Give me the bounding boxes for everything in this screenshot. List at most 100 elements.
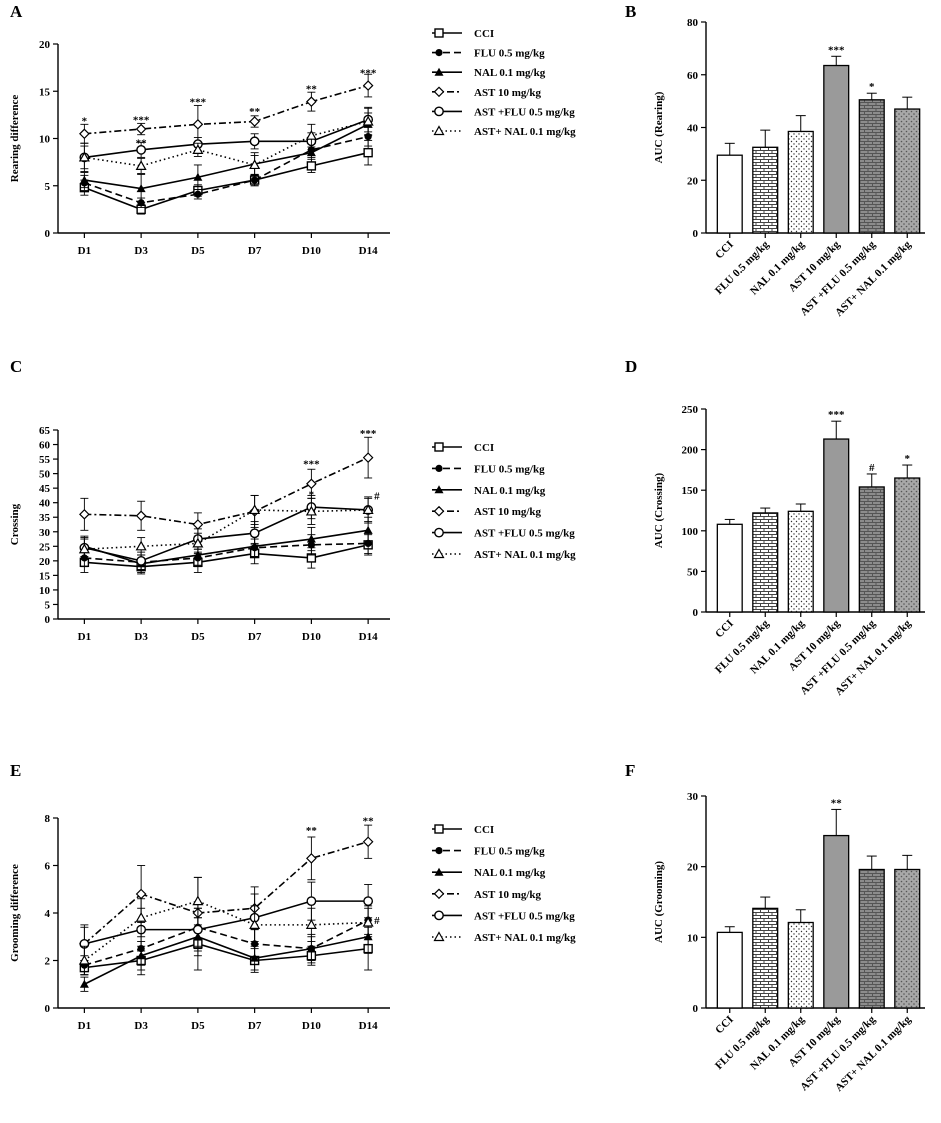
data-point [306,944,316,953]
significance-mark: * [869,81,875,93]
panel-label: C [10,357,22,376]
legend-marker-shape [434,824,444,834]
legend-label: NAL 0.1 mg/kg [474,867,546,879]
data-point-shape [305,505,317,516]
legend-marker-shape [434,485,444,494]
y-tick-label: 15 [39,86,51,98]
data-point [250,541,260,550]
y-tick-label: 4 [45,908,51,920]
panel-c: C 0 5 10 15 20 25 30 35 40 45 50 55 60 65 Crossing D1 D3 D… [9,357,576,643]
series-line [83,840,369,945]
panel-label: E [10,761,21,780]
significance-mark: *** [303,458,320,470]
category-label: CCI [713,618,736,641]
data-point-shape [306,896,317,907]
significance-mark: # [374,490,380,502]
legend-marker-shape [434,867,444,876]
x-tick-label: D10 [302,245,321,257]
series-0 [79,534,373,575]
series-3 [79,824,374,964]
data-point [362,836,374,848]
legend-label: AST +FLU 0.5 mg/kg [474,910,575,922]
data-point [193,550,203,559]
bar-0: CCI [713,926,743,1036]
bar-0: CCI [713,518,743,641]
legend-item: FLU 0.5 mg/kg [432,846,545,858]
legend-marker [434,442,444,452]
data-point-shape [78,151,90,162]
bar [894,868,921,1009]
bar [716,154,743,234]
category-label: CCI [713,239,736,262]
data-point [78,954,90,965]
legend-item: AST+ NAL 0.1 mg/kg [432,931,576,944]
y-tick-label: 15 [39,570,51,582]
legend-item: AST 10 mg/kg [432,505,542,518]
data-point-shape [249,159,261,170]
legend-item: FLU 0.5 mg/kg [432,48,545,60]
significance-mark: * [309,489,315,501]
y-tick-label: 0 [45,614,51,626]
significance-mark: # [374,915,380,927]
series-0 [79,917,373,976]
legend-item: NAL 0.1 mg/kg [432,867,546,879]
data-point-shape [363,147,373,158]
data-point [249,116,260,127]
x-tick-label: D3 [134,245,148,257]
panel-e: E 0 2 4 6 8 Grooming difference D1 D3 D5 D7 D10 D14 *… [9,761,576,1032]
y-tick-label: 8 [45,813,51,825]
data-point-shape [136,555,147,566]
data-point [135,912,147,922]
legend-label: AST +FLU 0.5 mg/kg [474,528,575,540]
legend-item: AST 10 mg/kg [432,86,542,99]
x-tick-label: D5 [191,245,205,257]
series-line [84,900,369,945]
bar [787,510,814,613]
data-point [305,129,317,140]
legend-marker-shape [433,548,445,559]
y-tick-label: 0 [45,228,51,240]
legend-marker-shape [433,86,445,98]
data-point-shape [362,80,374,91]
data-point [249,504,261,515]
x-tick-label: D7 [248,631,262,643]
series-line [84,120,369,167]
y-tick-label: 5 [45,181,51,193]
x-tick-label: D7 [248,245,262,257]
data-point-shape [78,954,90,965]
data-point-shape [363,525,373,534]
x-tick-label: D1 [78,245,91,257]
x-tick-label: D14 [359,1020,378,1032]
legend-marker-shape [433,888,445,900]
series-line [84,919,369,967]
y-axis-label: Crossing [9,503,21,545]
data-point [194,190,202,198]
y-tick-label: 20 [687,862,699,874]
y-tick-label: 40 [39,498,51,510]
legend-marker-shape [433,125,445,136]
data-point-shape [79,508,90,520]
bar [752,146,779,234]
data-point-shape [79,979,89,988]
data-point-shape [305,129,317,140]
bar [823,64,850,234]
panel-label: F [625,761,635,780]
legend-item: FLU 0.5 mg/kg [432,463,545,475]
data-point [78,151,90,162]
data-point-shape [136,144,147,155]
data-point [362,452,374,463]
y-tick-label: 5 [45,599,51,611]
series-line [84,123,369,190]
data-point-shape [136,184,146,193]
data-point-shape [192,118,204,130]
legend-item: AST +FLU 0.5 mg/kg [432,528,575,540]
legend-marker-shape [434,910,444,921]
data-point-shape [362,452,374,463]
legend-label: AST+ NAL 0.1 mg/kg [474,549,576,561]
data-point [306,896,317,907]
bar [858,868,885,1009]
legend-marker [433,505,445,517]
legend-item: CCI [432,824,494,836]
x-tick-label: D3 [134,631,148,643]
bar [894,108,921,234]
